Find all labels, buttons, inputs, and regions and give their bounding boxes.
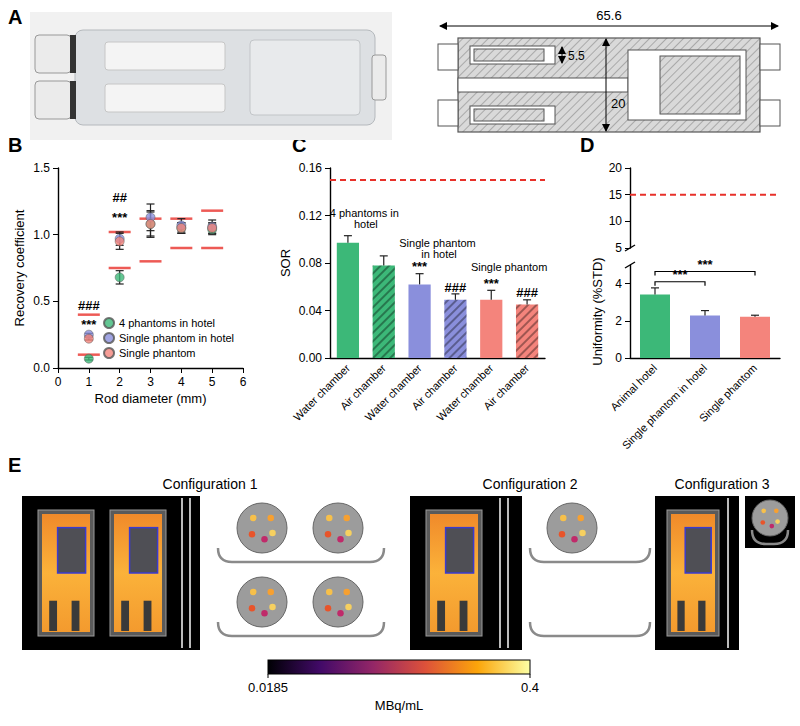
svg-text:Single phantom in hotel: Single phantom in hotel bbox=[620, 362, 710, 452]
svg-text:0.04: 0.04 bbox=[299, 304, 323, 318]
svg-text:Water chamber: Water chamber bbox=[363, 362, 425, 424]
svg-text:###: ### bbox=[445, 280, 467, 295]
svg-text:***: *** bbox=[81, 317, 97, 332]
svg-text:4 phantoms in: 4 phantoms in bbox=[329, 207, 402, 220]
svg-text:C: C bbox=[292, 134, 306, 156]
svg-text:1.0: 1.0 bbox=[33, 228, 50, 242]
svg-text:Air chamber: Air chamber bbox=[409, 361, 460, 413]
svg-text:Water chamber: Water chamber bbox=[291, 362, 353, 424]
svg-text:2: 2 bbox=[116, 375, 123, 389]
svg-text:65.6: 65.6 bbox=[596, 8, 621, 23]
svg-text:5: 5 bbox=[615, 241, 622, 255]
svg-text:Air chamber: Air chamber bbox=[481, 362, 532, 413]
svg-text:4 phantoms in hotel: 4 phantoms in hotel bbox=[119, 317, 215, 329]
svg-text:10: 10 bbox=[609, 214, 623, 228]
svg-text:Recovery coefficient: Recovery coefficient bbox=[12, 209, 27, 326]
svg-text:Single phantom in hotel: Single phantom in hotel bbox=[119, 332, 234, 344]
svg-text:3: 3 bbox=[147, 375, 154, 389]
svg-text:1.5: 1.5 bbox=[33, 161, 50, 175]
svg-text:***: *** bbox=[672, 267, 688, 282]
svg-text:###: ### bbox=[78, 298, 100, 313]
svg-text:0: 0 bbox=[55, 375, 62, 389]
svg-text:0.4: 0.4 bbox=[521, 680, 539, 695]
svg-text:6: 6 bbox=[240, 375, 247, 389]
svg-text:##: ## bbox=[112, 190, 127, 205]
svg-text:4: 4 bbox=[615, 277, 622, 291]
svg-text:0.5: 0.5 bbox=[33, 294, 50, 308]
svg-text:Configuration 2: Configuration 2 bbox=[483, 476, 578, 492]
svg-text:B: B bbox=[8, 134, 22, 156]
svg-text:20: 20 bbox=[611, 96, 625, 111]
svg-text:hotel: hotel bbox=[354, 218, 378, 230]
svg-text:5.5: 5.5 bbox=[568, 49, 585, 63]
svg-text:Animal hotel: Animal hotel bbox=[608, 362, 659, 413]
svg-text:15: 15 bbox=[609, 188, 623, 202]
svg-text:0: 0 bbox=[615, 351, 622, 365]
svg-text:***: *** bbox=[412, 259, 428, 274]
svg-text:Water chamber: Water chamber bbox=[434, 362, 496, 424]
svg-text:0.16: 0.16 bbox=[299, 161, 323, 175]
svg-text:Single phantom: Single phantom bbox=[399, 236, 476, 249]
svg-text:0.08: 0.08 bbox=[299, 256, 323, 270]
svg-text:20: 20 bbox=[609, 161, 623, 175]
svg-text:A: A bbox=[8, 6, 22, 28]
svg-text:0.0185: 0.0185 bbox=[248, 680, 288, 695]
svg-text:SOR: SOR bbox=[278, 249, 293, 277]
svg-text:E: E bbox=[8, 454, 21, 476]
svg-text:0.12: 0.12 bbox=[299, 209, 323, 223]
svg-text:Configuration 1: Configuration 1 bbox=[163, 476, 258, 492]
svg-text:2: 2 bbox=[615, 314, 622, 328]
svg-text:1: 1 bbox=[85, 375, 92, 389]
svg-text:0.0: 0.0 bbox=[33, 361, 50, 375]
svg-text:4: 4 bbox=[178, 375, 185, 389]
svg-text:0.00: 0.00 bbox=[299, 351, 323, 365]
svg-text:***: *** bbox=[484, 276, 500, 291]
svg-text:Air chamber: Air chamber bbox=[337, 361, 388, 413]
svg-text:Single phantom: Single phantom bbox=[119, 347, 195, 359]
svg-text:MBq/mL: MBq/mL bbox=[375, 698, 423, 713]
svg-text:in hotel: in hotel bbox=[418, 248, 457, 260]
svg-text:Uniformity (%STD): Uniformity (%STD) bbox=[590, 257, 605, 365]
svg-text:5: 5 bbox=[209, 375, 216, 389]
svg-text:###: ### bbox=[516, 285, 538, 300]
svg-text:Single phantom: Single phantom bbox=[697, 362, 759, 424]
svg-text:Single phantom: Single phantom bbox=[471, 261, 547, 273]
svg-text:Rod diameter (mm): Rod diameter (mm) bbox=[95, 391, 207, 406]
svg-text:D: D bbox=[580, 134, 594, 156]
svg-text:***: *** bbox=[112, 210, 128, 225]
svg-text:Configuration 3: Configuration 3 bbox=[675, 476, 770, 492]
svg-text:***: *** bbox=[697, 257, 713, 272]
